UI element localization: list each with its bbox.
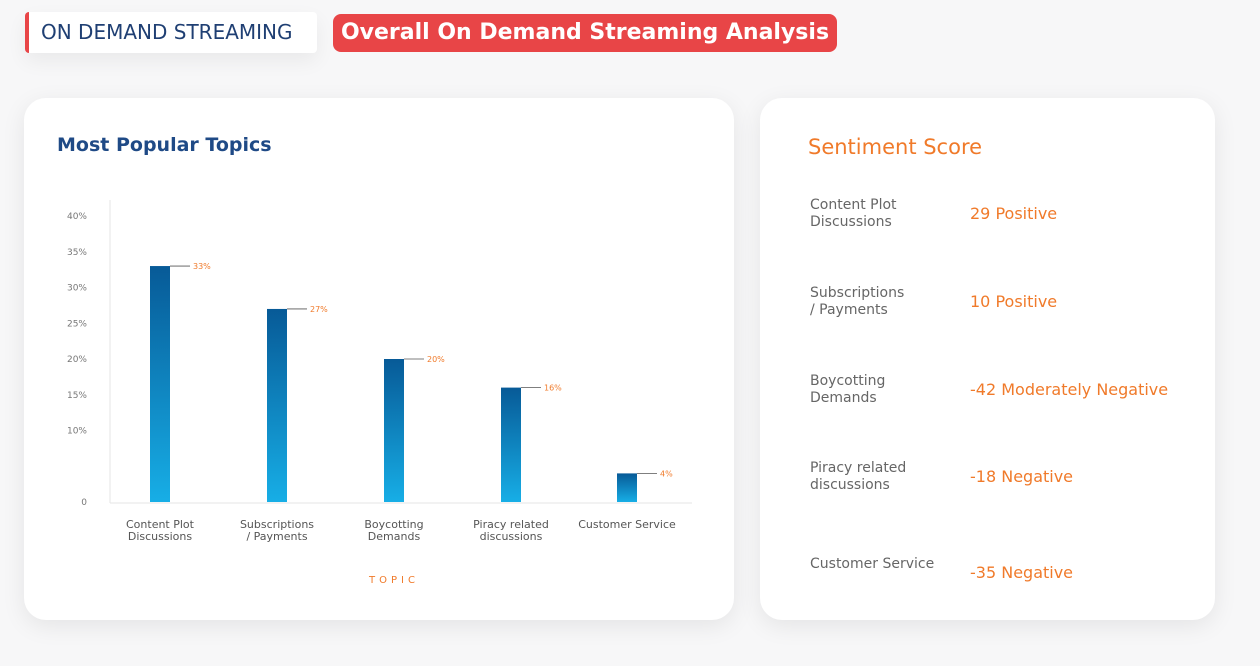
sentiment-score: -42 Moderately Negative xyxy=(970,380,1169,399)
x-axis-label: TOPIC xyxy=(369,575,419,586)
y-tick-label: 20% xyxy=(67,355,87,365)
sentiment-card xyxy=(760,98,1215,620)
value-label: 16% xyxy=(544,384,562,393)
bar xyxy=(267,308,287,502)
x-tick-label: Piracy related discussions xyxy=(473,518,549,543)
page-title: Overall On Demand Streaming Analysis xyxy=(333,14,837,52)
y-tick-label: 10% xyxy=(67,427,87,437)
sentiment-score: -18 Negative xyxy=(970,467,1074,486)
chart-title: Most Popular Topics xyxy=(57,134,272,156)
x-tick-label: Boycotting Demands xyxy=(364,518,424,543)
y-tick-label: 30% xyxy=(67,284,87,294)
bar xyxy=(384,359,404,502)
bar xyxy=(617,473,637,502)
section-tag: ON DEMAND STREAMING xyxy=(25,12,317,53)
sentiment-score: -35 Negative xyxy=(970,563,1074,582)
value-label: 33% xyxy=(193,262,211,271)
sentiment-topic: Subscriptions / Payments xyxy=(810,285,905,318)
x-tick-label: Content Plot Discussions xyxy=(126,518,194,543)
sentiment-score: 29 Positive xyxy=(970,204,1058,223)
y-tick-label: 40% xyxy=(67,212,87,222)
x-tick-label: Customer Service xyxy=(578,518,676,531)
bar xyxy=(501,387,521,502)
sentiment-title: Sentiment Score xyxy=(808,135,983,159)
value-label: 20% xyxy=(427,355,445,364)
y-tick-label: 0 xyxy=(81,498,87,508)
sentiment-topic: Boycotting Demands xyxy=(810,373,886,406)
value-label: 27% xyxy=(310,305,328,314)
sentiment-topic: Piracy related discussions xyxy=(810,460,907,493)
y-tick-label: 25% xyxy=(67,319,87,329)
bar xyxy=(150,266,170,502)
sentiment-topic: Content Plot Discussions xyxy=(810,197,897,230)
chart-card xyxy=(24,98,734,620)
y-tick-label: 35% xyxy=(67,248,87,258)
sentiment-score: 10 Positive xyxy=(970,292,1058,311)
x-tick-label: Subscriptions / Payments xyxy=(239,518,315,543)
sentiment-topic: Customer Service xyxy=(810,556,935,572)
value-label: 4% xyxy=(660,469,673,478)
y-tick-label: 15% xyxy=(67,391,87,401)
